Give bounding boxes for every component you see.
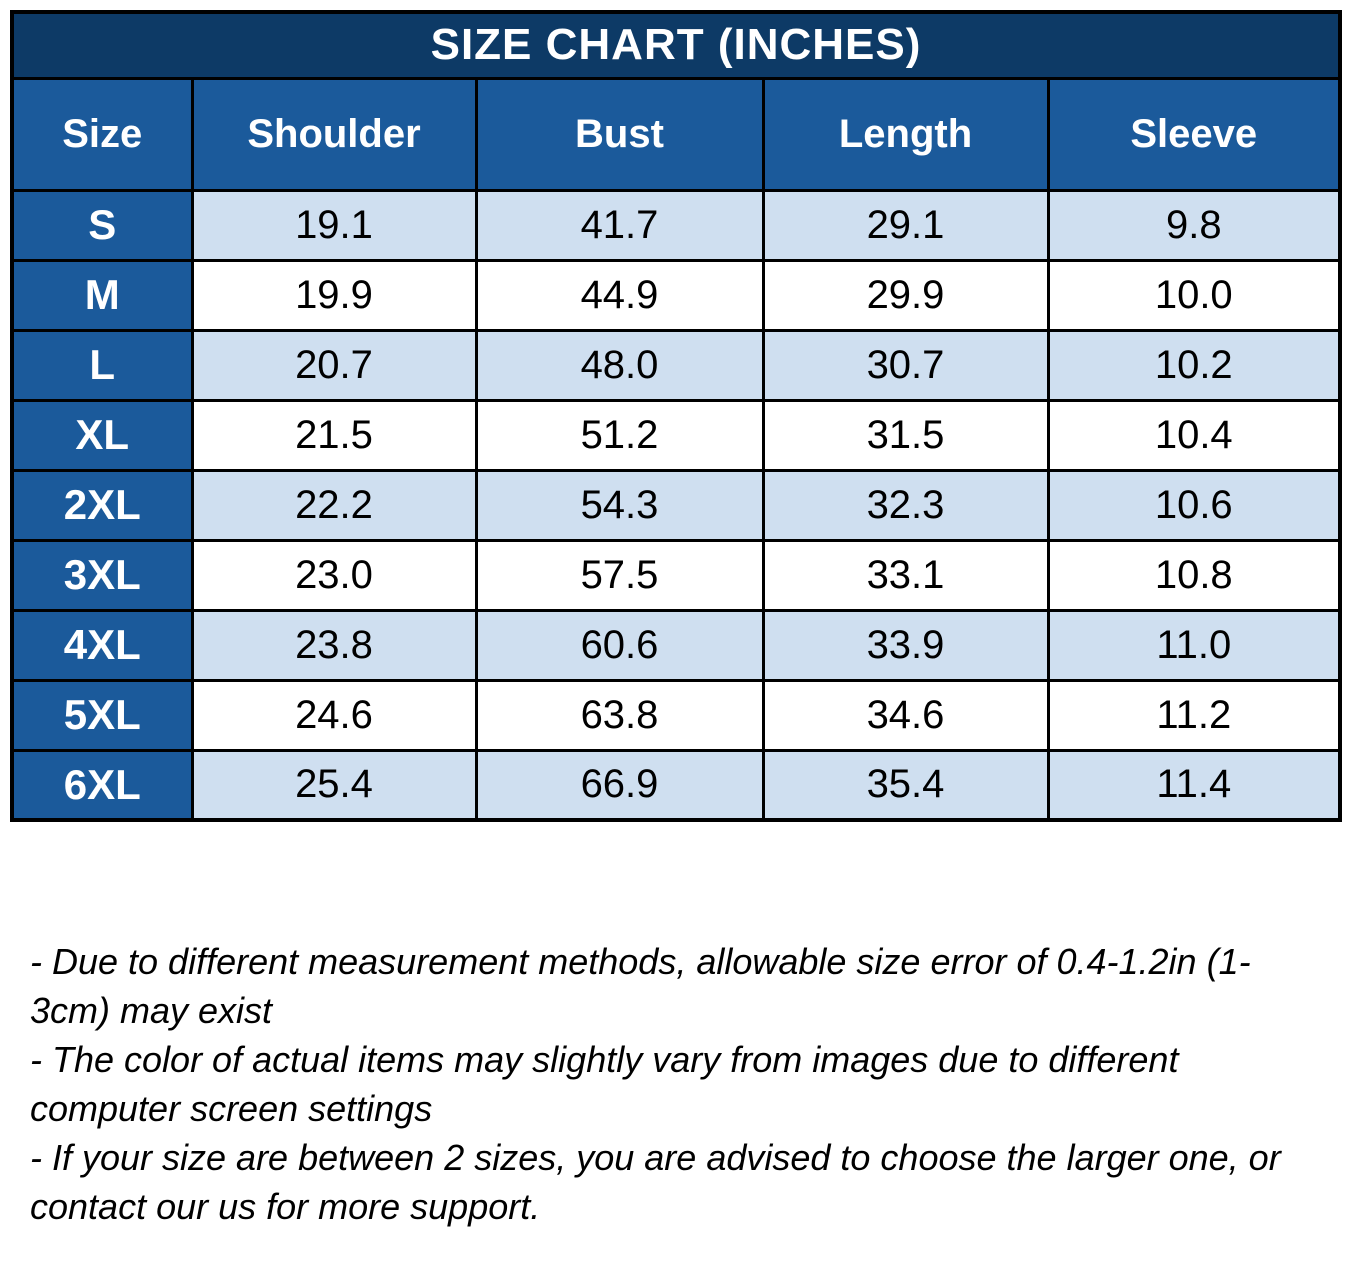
value-cell: 9.8	[1046, 188, 1342, 262]
table-row: M 19.9 44.9 29.9 10.0	[10, 258, 1342, 332]
size-cell: XL	[10, 398, 194, 472]
value-cell: 33.9	[761, 608, 1050, 682]
value-cell: 11.2	[1046, 678, 1342, 752]
column-header-shoulder: Shoulder	[190, 76, 478, 192]
value-cell: 34.6	[761, 678, 1050, 752]
value-cell: 23.8	[190, 608, 478, 682]
size-chart-body: S 19.1 41.7 29.1 9.8 M 19.9 44.9 29.9 10.0 L 20.7 48…	[10, 188, 1342, 822]
value-cell: 21.5	[190, 398, 478, 472]
table-row: S 19.1 41.7 29.1 9.8	[10, 188, 1342, 262]
value-cell: 10.8	[1046, 538, 1342, 612]
note-line: - If your size are between 2 sizes, you …	[30, 1136, 1281, 1227]
value-cell: 24.6	[190, 678, 478, 752]
size-chart: SIZE CHART (INCHES) Size Shoulder Bust L…	[10, 10, 1343, 1232]
value-cell: 41.7	[474, 188, 765, 262]
note-line: - Due to different measurement methods, …	[30, 941, 1251, 1031]
chart-title: SIZE CHART (INCHES)	[10, 10, 1342, 80]
value-cell: 51.2	[474, 398, 765, 472]
title-row: SIZE CHART (INCHES)	[10, 10, 1342, 80]
value-cell: 20.7	[190, 328, 478, 402]
table-row: 5XL 24.6 63.8 34.6 11.2	[10, 678, 1342, 752]
size-cell: 5XL	[10, 678, 194, 752]
value-cell: 22.2	[190, 468, 478, 542]
size-cell: M	[10, 258, 194, 332]
column-header-length: Length	[761, 76, 1050, 192]
table-row: 3XL 23.0 57.5 33.1 10.8	[10, 538, 1342, 612]
column-header-bust: Bust	[474, 76, 765, 192]
size-cell: 4XL	[10, 608, 194, 682]
value-cell: 11.0	[1046, 608, 1342, 682]
value-cell: 19.9	[190, 258, 478, 332]
value-cell: 10.4	[1046, 398, 1342, 472]
table-row: XL 21.5 51.2 31.5 10.4	[10, 398, 1342, 472]
table-row: 2XL 22.2 54.3 32.3 10.6	[10, 468, 1342, 542]
value-cell: 10.2	[1046, 328, 1342, 402]
value-cell: 19.1	[190, 188, 478, 262]
size-cell: 3XL	[10, 538, 194, 612]
size-cell: S	[10, 188, 194, 262]
value-cell: 35.4	[761, 748, 1050, 822]
value-cell: 29.9	[761, 258, 1050, 332]
column-header-row: Size Shoulder Bust Length Sleeve	[10, 76, 1342, 192]
size-cell: 6XL	[10, 748, 194, 822]
size-cell: L	[10, 328, 194, 402]
value-cell: 54.3	[474, 468, 765, 542]
table-row: 4XL 23.8 60.6 33.9 11.0	[10, 608, 1342, 682]
value-cell: 29.1	[761, 188, 1050, 262]
value-cell: 25.4	[190, 748, 478, 822]
value-cell: 63.8	[474, 678, 765, 752]
note-line: - The color of actual items may slightly…	[30, 1038, 1179, 1129]
value-cell: 23.0	[190, 538, 478, 612]
value-cell: 31.5	[761, 398, 1050, 472]
value-cell: 30.7	[761, 328, 1050, 402]
table-row: L 20.7 48.0 30.7 10.2	[10, 328, 1342, 402]
column-header-sleeve: Sleeve	[1046, 76, 1342, 192]
value-cell: 10.0	[1046, 258, 1342, 332]
size-cell: 2XL	[10, 468, 194, 542]
size-chart-table: SIZE CHART (INCHES) Size Shoulder Bust L…	[10, 10, 1343, 822]
value-cell: 48.0	[474, 328, 765, 402]
column-header-size: Size	[10, 76, 194, 192]
value-cell: 11.4	[1046, 748, 1342, 822]
value-cell: 10.6	[1046, 468, 1342, 542]
value-cell: 57.5	[474, 538, 765, 612]
value-cell: 44.9	[474, 258, 765, 332]
value-cell: 33.1	[761, 538, 1050, 612]
value-cell: 66.9	[474, 748, 765, 822]
table-row: 6XL 25.4 66.9 35.4 11.4	[10, 748, 1342, 822]
notes: - Due to different measurement methods, …	[30, 938, 1324, 1232]
value-cell: 32.3	[761, 468, 1050, 542]
value-cell: 60.6	[474, 608, 765, 682]
